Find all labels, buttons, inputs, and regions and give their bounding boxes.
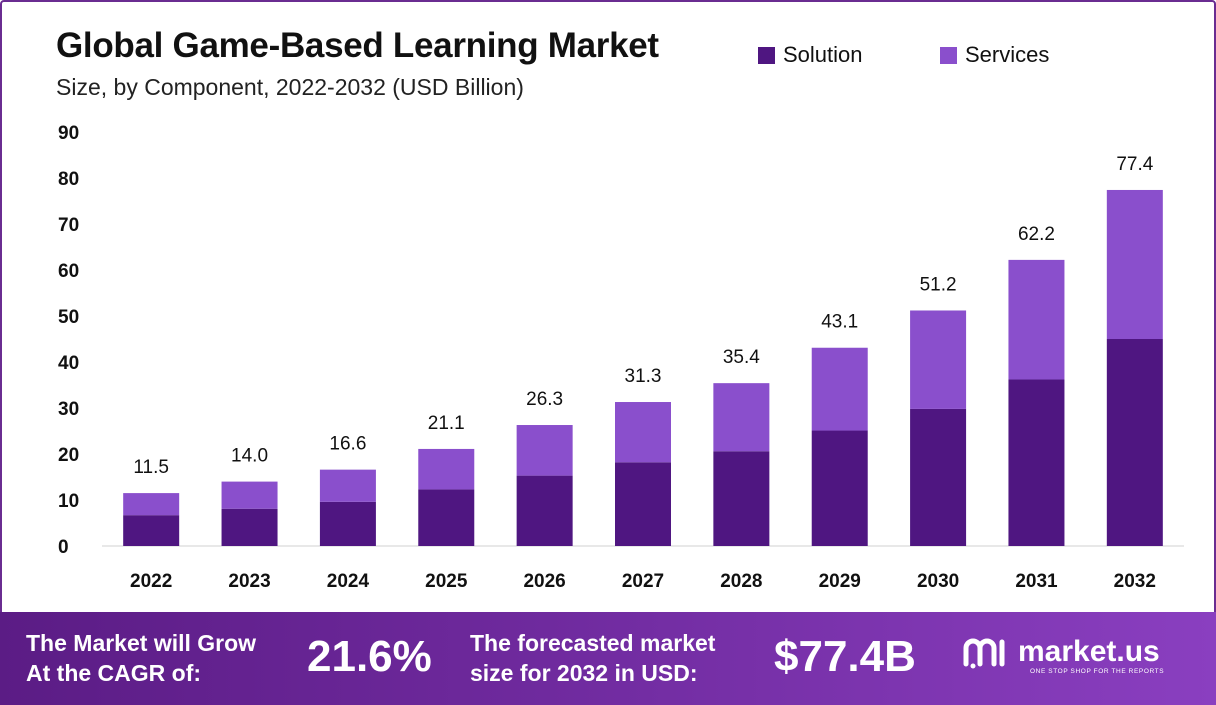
bar-services-2027 [615, 402, 671, 462]
brand-tagline: ONE STOP SHOP FOR THE REPORTS [1030, 668, 1164, 675]
bar-solution-2029 [812, 431, 868, 546]
bar-services-2030 [910, 310, 966, 408]
bar-solution-2026 [517, 476, 573, 546]
bar-solution-2028 [713, 451, 769, 546]
bar-solution-2023 [222, 509, 278, 546]
x-tick-label-2026: 2026 [523, 571, 565, 592]
cagr-label-line1: The Market will Grow [26, 628, 256, 658]
x-tick-label-2029: 2029 [819, 571, 861, 592]
x-tick-label-2022: 2022 [130, 571, 172, 592]
x-tick-label-2031: 2031 [1015, 571, 1058, 592]
y-tick-label: 20 [58, 445, 79, 466]
data-label-2026: 26.3 [526, 389, 563, 410]
y-tick-label: 10 [58, 491, 79, 512]
data-label-2022: 11.5 [133, 457, 169, 478]
cagr-label: The Market will Grow At the CAGR of: [26, 628, 256, 688]
data-label-2028: 35.4 [723, 347, 760, 368]
y-tick-label: 60 [58, 261, 79, 282]
bar-services-2023 [222, 482, 278, 509]
forecast-label: The forecasted market size for 2032 in U… [470, 628, 715, 688]
data-label-2030: 51.2 [920, 274, 957, 295]
x-tick-label-2025: 2025 [425, 571, 468, 592]
bar-solution-2031 [1008, 379, 1064, 546]
market-us-logo-icon [962, 634, 1012, 670]
cagr-value: 21.6% [307, 632, 432, 682]
forecast-label-line2: size for 2032 in USD: [470, 658, 715, 688]
x-tick-label-2024: 2024 [327, 571, 370, 592]
y-tick-label: 50 [58, 307, 79, 328]
bar-services-2031 [1008, 260, 1064, 380]
data-label-2024: 16.6 [329, 434, 366, 455]
data-label-2032: 77.4 [1116, 154, 1153, 175]
data-label-2027: 31.3 [625, 366, 662, 387]
footer-banner: The Market will Grow At the CAGR of: 21.… [0, 612, 1216, 705]
bar-services-2022 [123, 493, 179, 515]
x-tick-label-2028: 2028 [720, 571, 762, 592]
y-tick-label: 70 [58, 215, 79, 236]
cagr-label-line2: At the CAGR of: [26, 658, 256, 688]
data-label-2029: 43.1 [821, 312, 858, 333]
x-tick-label-2027: 2027 [622, 571, 664, 592]
bar-services-2028 [713, 383, 769, 451]
bar-services-2029 [812, 348, 868, 431]
data-label-2023: 14.0 [231, 446, 268, 467]
brand-name: market.us [1018, 637, 1160, 667]
y-tick-label: 80 [58, 169, 79, 190]
y-tick-label: 0 [58, 537, 69, 558]
brand-logo: market.us [962, 634, 1160, 670]
bar-solution-2024 [320, 502, 376, 546]
bar-solution-2030 [910, 409, 966, 546]
data-label-2025: 21.1 [428, 413, 465, 434]
forecast-label-line1: The forecasted market [470, 628, 715, 658]
x-tick-label-2032: 2032 [1114, 571, 1156, 592]
bar-services-2026 [517, 425, 573, 476]
x-tick-label-2030: 2030 [917, 571, 959, 592]
bar-solution-2022 [123, 515, 179, 546]
bar-services-2024 [320, 470, 376, 502]
x-tick-label-2023: 2023 [228, 571, 270, 592]
bar-solution-2032 [1107, 339, 1163, 546]
y-tick-label: 40 [58, 353, 79, 374]
bar-solution-2027 [615, 462, 671, 546]
bar-chart: 010203040506070809011.5202214.0202316.62… [2, 2, 1214, 612]
bar-solution-2025 [418, 489, 474, 546]
bar-services-2032 [1107, 190, 1163, 339]
y-tick-label: 90 [58, 123, 79, 144]
bar-services-2025 [418, 449, 474, 489]
data-label-2031: 62.2 [1018, 224, 1055, 245]
y-tick-label: 30 [58, 399, 79, 420]
forecast-value: $77.4B [774, 632, 916, 682]
